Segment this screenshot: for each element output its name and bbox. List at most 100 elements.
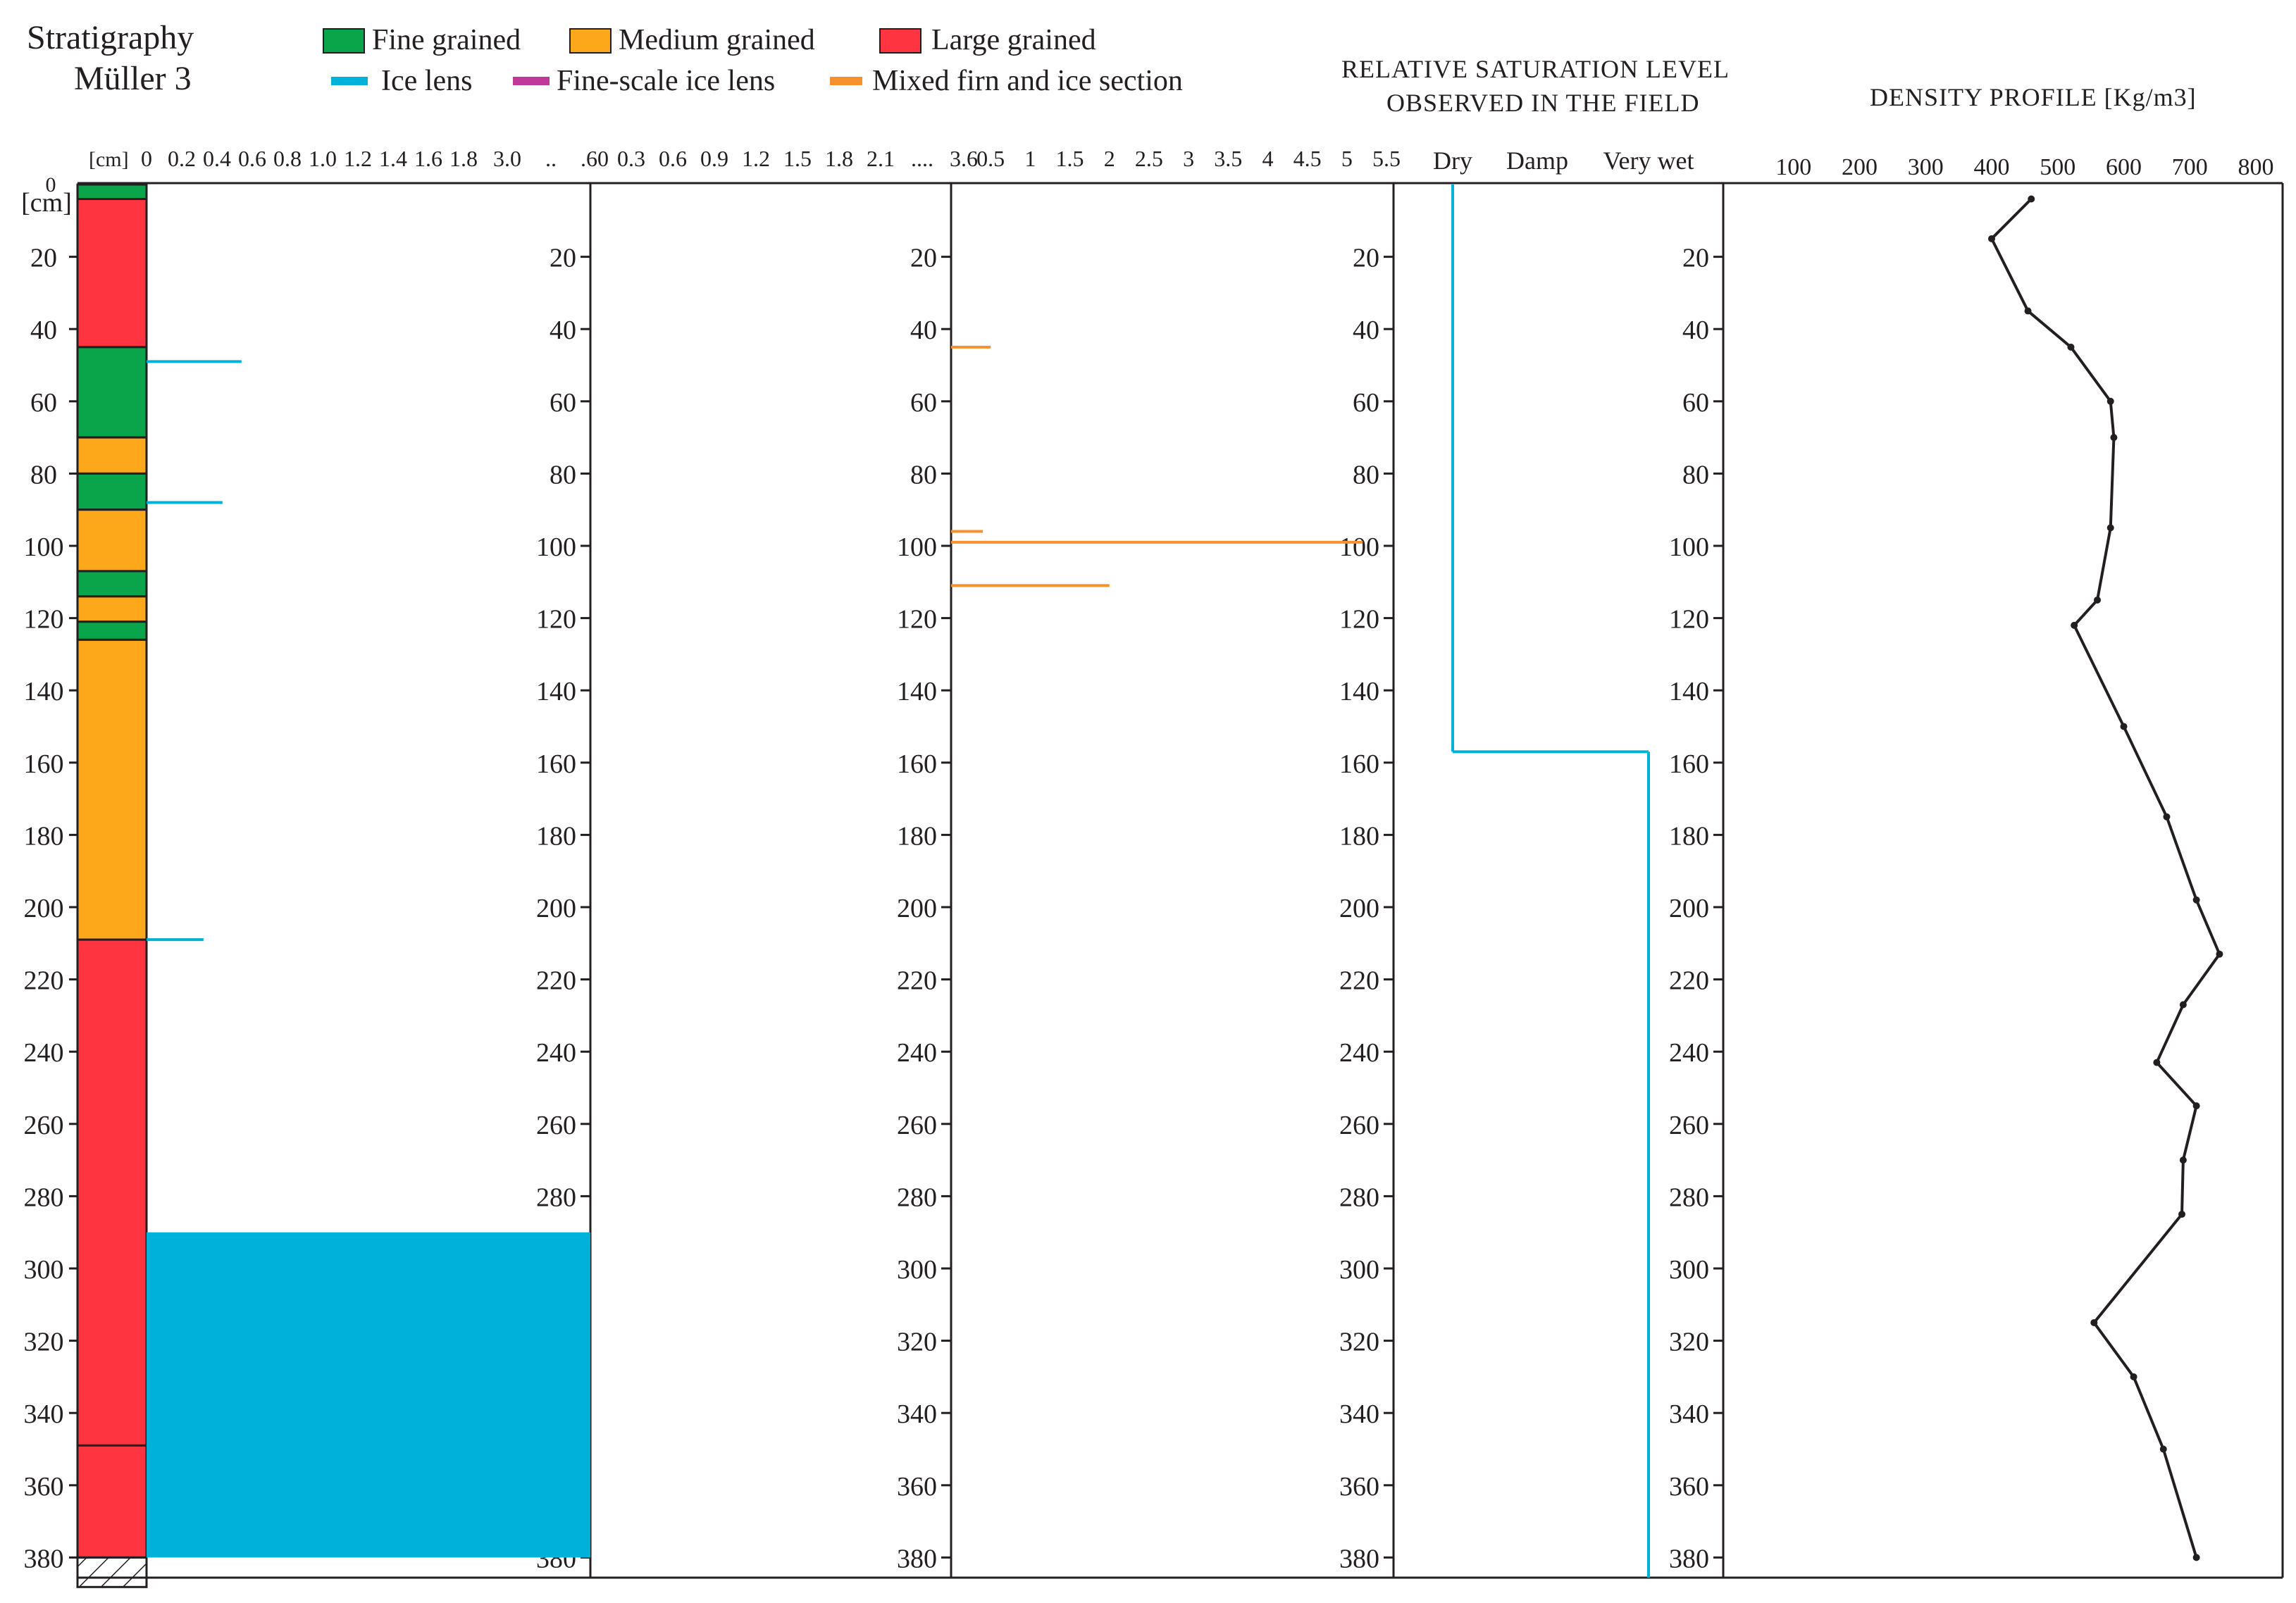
mixed-x-tick: 4 — [1262, 146, 1273, 171]
legend-ice-lens-label: Ice lens — [381, 65, 473, 97]
depth-tick-label: 340 — [24, 1399, 64, 1429]
panel-depth-label: 360 — [1669, 1472, 1709, 1502]
density-x-tick: 100 — [1775, 154, 1811, 180]
panel-depth-label: 340 — [897, 1399, 937, 1429]
mixed-x-tick: 3 — [1183, 146, 1194, 171]
panel-depth-label: 100 — [1339, 532, 1379, 562]
depth-tick-label: 320 — [24, 1328, 64, 1357]
density-point — [2153, 1059, 2161, 1066]
fine-lens-x-tick: 0.6 — [659, 146, 687, 171]
depth-tick-label: 60 — [30, 388, 57, 418]
panel-depth-label: 360 — [1339, 1472, 1379, 1502]
saturation-category: Dry — [1433, 146, 1472, 175]
depth-tick-label: 140 — [24, 677, 64, 706]
depth-tick-label: 180 — [24, 821, 64, 851]
density-point — [2090, 1318, 2098, 1326]
saturation-header-line2: OBSERVED IN THE FIELD — [1386, 89, 1700, 117]
density-x-tick: 200 — [1842, 154, 1878, 180]
density-point — [2110, 434, 2118, 442]
legend-medium-label: Medium grained — [619, 24, 815, 56]
panel-depth-label: 100 — [897, 532, 937, 562]
depth-tick-label: 280 — [24, 1183, 64, 1212]
panel-depth-label: 180 — [1669, 821, 1709, 851]
panel-depth-label: 40 — [1353, 316, 1379, 345]
density-point — [2179, 1001, 2187, 1009]
density-point — [2192, 896, 2200, 904]
ice-lens-x-tick: 1.8 — [449, 146, 478, 171]
density-point — [2178, 1211, 2185, 1218]
density-point — [1988, 235, 1995, 242]
depth-tick-label: 100 — [24, 532, 64, 562]
fine-lens-x-tick: 1.5 — [783, 146, 812, 171]
panel-depth-label: 100 — [1669, 532, 1709, 562]
density-x-tick: 700 — [2172, 154, 2208, 180]
legend-fine-ice-lens-label: Fine-scale ice lens — [557, 65, 776, 97]
density-header: DENSITY PROFILE [Kg/m3] — [1870, 83, 2197, 111]
mixed-x-tick: 2.5 — [1135, 146, 1163, 171]
ice-lens-x-tick: 1.4 — [379, 146, 407, 171]
panel-depth-label: 40 — [550, 316, 576, 345]
mixed-x-tick: 4.5 — [1293, 146, 1322, 171]
density-point — [2120, 723, 2128, 730]
panel-depth-label: 60 — [910, 388, 937, 418]
panel-depth-label: 240 — [1339, 1038, 1379, 1068]
panel-depth-label: 280 — [536, 1183, 576, 1212]
legend-large-swatch — [879, 28, 921, 54]
ice-lens-x-tick: 0.4 — [203, 146, 231, 171]
ice-lens-x-tick: 1.2 — [344, 146, 372, 171]
panel-depth-label: 40 — [1682, 316, 1709, 345]
stratigraphy-layer — [76, 570, 148, 598]
mixed-x-tick: 5 — [1341, 146, 1353, 171]
panel-depth-label: 140 — [897, 677, 937, 706]
density-point — [2192, 1102, 2200, 1110]
density-point — [2024, 307, 2032, 315]
legend-fine-ice-lens-swatch — [513, 77, 550, 85]
panel-depth-label: 200 — [897, 894, 937, 923]
panel-depth-label: 300 — [1339, 1255, 1379, 1285]
legend-mixed-swatch — [830, 77, 862, 85]
panel-depth-label: 80 — [910, 460, 937, 489]
panel-depth-label: 160 — [1339, 749, 1379, 779]
depth-tick-label: 300 — [24, 1255, 64, 1285]
panel-depth-label: 180 — [536, 821, 576, 851]
density-point — [2028, 195, 2035, 203]
panel-depth-label: 160 — [536, 749, 576, 779]
mixed-x-tick: 5.5 — [1372, 146, 1401, 171]
legend-fine-label: Fine grained — [372, 24, 521, 56]
density-point — [2094, 596, 2101, 604]
panel-depth-label: 280 — [1669, 1183, 1709, 1212]
density-point — [2179, 1156, 2187, 1164]
panel-depth-label: 140 — [1339, 677, 1379, 706]
depth-tick-label: 200 — [24, 894, 64, 923]
panel-depth-label: 280 — [1339, 1183, 1379, 1212]
fine-lens-x-tick: 0.3 — [617, 146, 645, 171]
panel-depth-label: 200 — [536, 894, 576, 923]
ice-section — [147, 1232, 590, 1558]
mixed-x-tick: 0.5 — [976, 146, 1005, 171]
legend-mixed-label: Mixed firn and ice section — [872, 65, 1183, 97]
depth-tick-label: 220 — [24, 966, 64, 996]
panel-depth-label: 180 — [1339, 821, 1379, 851]
panel-depth-label: 100 — [536, 532, 576, 562]
legend-fine-swatch — [323, 28, 365, 54]
panel-depth-label: 300 — [897, 1255, 937, 1285]
stratigraphy-layer — [76, 638, 148, 941]
panel-depth-label: 240 — [1669, 1038, 1709, 1068]
ice-lens-x-tick: .60 — [581, 146, 609, 171]
panel-depth-label: 220 — [897, 966, 937, 996]
saturation-header-line1: RELATIVE SATURATION LEVEL — [1341, 55, 1730, 83]
depth-unit-label: [cm] — [21, 188, 72, 218]
panel-depth-label: 120 — [897, 605, 937, 635]
panel-depth-label: 300 — [1669, 1255, 1709, 1285]
depth-tick-label: 120 — [24, 605, 64, 635]
depth-tick-label: 380 — [24, 1544, 64, 1573]
depth-tick-label: 0 — [46, 173, 56, 197]
fine-lens-x-tick: 3.6 — [950, 146, 978, 171]
depth-tick-label: 20 — [30, 244, 57, 273]
mixed-x-tick: 2 — [1104, 146, 1115, 171]
density-point — [2130, 1373, 2137, 1380]
panel-depth-label: 20 — [1353, 244, 1379, 273]
ice-lens-x-tick: 0.2 — [168, 146, 196, 171]
panel-depth-label: 220 — [536, 966, 576, 996]
